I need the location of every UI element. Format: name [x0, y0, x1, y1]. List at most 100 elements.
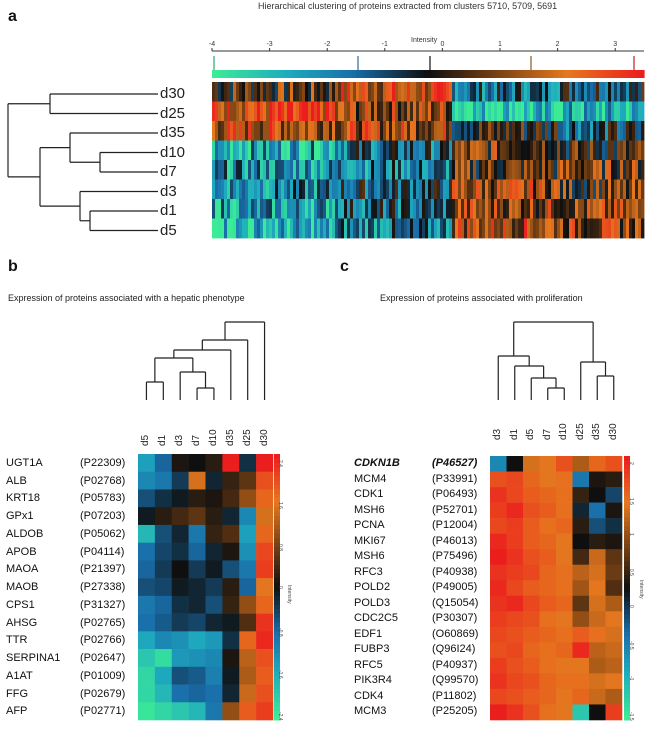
heatmap-cell — [341, 160, 345, 180]
heatmap-cell — [227, 82, 231, 102]
heatmap-cell — [392, 82, 396, 102]
heatmap-cell — [608, 160, 612, 180]
heatmap-cell — [479, 140, 483, 161]
scale-gradient-cell — [485, 70, 490, 78]
heatmap-cell — [275, 140, 279, 161]
heatmap-cell — [509, 179, 513, 200]
heatmap-cell — [593, 101, 597, 122]
heatmap-cell — [305, 140, 309, 161]
heatmap-cell — [256, 560, 274, 579]
heatmap-cell — [527, 218, 531, 239]
heatmap-cell — [590, 121, 594, 141]
heatmap-cell — [222, 489, 240, 508]
heatmap-cell — [386, 218, 390, 239]
colorbar-cell — [624, 605, 630, 611]
colorbar-cell — [274, 573, 280, 579]
scale-gradient-cell — [640, 70, 645, 78]
heatmap-cell — [407, 160, 411, 180]
heatmap-cell — [287, 160, 291, 180]
gene-name: CDC2C5 — [354, 612, 399, 625]
heatmap-cell — [222, 578, 240, 597]
accession-id: (P12004) — [432, 519, 478, 532]
scale-gradient-cell — [244, 70, 249, 78]
heatmap-cell — [629, 160, 633, 180]
heatmap-cell — [239, 121, 243, 141]
colorbar-cell — [274, 595, 280, 601]
heatmap-cell — [311, 160, 315, 180]
heatmap-cell — [533, 121, 537, 141]
heatmap-cell — [222, 471, 240, 490]
heatmap-cell — [266, 199, 270, 219]
heatmap-cell — [138, 595, 156, 614]
heatmap-cell — [524, 218, 528, 239]
heatmap-cell — [605, 688, 623, 705]
heatmap-cell — [557, 218, 561, 239]
heatmap-cell — [212, 199, 216, 219]
heatmap-cell — [256, 542, 274, 561]
heatmap-cell — [254, 121, 258, 141]
heatmap-cell — [641, 199, 645, 219]
heatmap-cell — [205, 702, 223, 721]
heatmap-cell — [551, 140, 555, 161]
heatmap-cell — [446, 179, 450, 200]
heatmap-cell — [222, 631, 240, 650]
heatmap-cell — [248, 140, 252, 161]
heatmap-cell — [494, 140, 498, 161]
colorbar-tick-label: 1 — [628, 533, 634, 537]
heatmap-cell — [599, 218, 603, 239]
heatmap-cell — [587, 218, 591, 239]
heatmap-cell — [320, 140, 324, 161]
heatmap-cell — [299, 140, 303, 161]
heatmap-cell — [556, 564, 573, 581]
heatmap-cell — [482, 82, 486, 102]
heatmap-cell — [638, 121, 642, 141]
accession-id: (Q96I24) — [432, 643, 476, 656]
heatmap-cell — [138, 542, 156, 561]
heatmap-cell — [581, 101, 585, 122]
heatmap-cell — [545, 199, 549, 219]
heatmap-cell — [221, 101, 225, 122]
heatmap-cell — [569, 82, 573, 102]
heatmap-cell — [215, 199, 219, 219]
accession-id: (P49005) — [432, 581, 478, 594]
heatmap-cell — [359, 140, 363, 161]
heatmap-cell — [239, 101, 243, 122]
heatmap-cell — [599, 160, 603, 180]
colorbar-cell — [274, 666, 280, 672]
heatmap-cell — [329, 101, 333, 122]
colorbar-cell — [274, 649, 280, 654]
heatmap-cell — [338, 160, 342, 180]
heatmap-cell — [506, 140, 510, 161]
heatmap-cell — [572, 121, 576, 141]
heatmap-cell — [605, 218, 609, 239]
heatmap-cell — [362, 82, 366, 102]
panel-a-row-label: d30 — [160, 85, 186, 102]
heatmap-cell — [138, 471, 156, 490]
heatmap-cell — [329, 140, 333, 161]
heatmap-cell — [251, 199, 255, 219]
heatmap-cell — [377, 101, 381, 122]
heatmap-cell — [215, 101, 219, 122]
heatmap-cell — [490, 580, 507, 597]
heatmap-cell — [171, 684, 189, 703]
heatmap-cell — [356, 199, 360, 219]
heatmap-cell — [523, 456, 540, 472]
heatmap-cell — [611, 121, 615, 141]
heatmap-cell — [171, 649, 189, 668]
heatmap-cell — [497, 82, 501, 102]
heatmap-cell — [635, 179, 639, 200]
heatmap-cell — [533, 160, 537, 180]
heatmap-cell — [482, 199, 486, 219]
heatmap-cell — [556, 611, 573, 628]
heatmap-cell — [629, 179, 633, 200]
heatmap-cell — [215, 140, 219, 161]
heatmap-cell — [623, 179, 627, 200]
heatmap-cell — [347, 101, 351, 122]
heatmap-cell — [239, 649, 257, 668]
heatmap-cell — [523, 487, 540, 503]
heatmap-cell — [506, 673, 524, 690]
heatmap-cell — [638, 140, 642, 161]
scale-gradient-cell — [377, 70, 382, 78]
heatmap-cell — [608, 218, 612, 239]
heatmap-cell — [587, 140, 591, 161]
